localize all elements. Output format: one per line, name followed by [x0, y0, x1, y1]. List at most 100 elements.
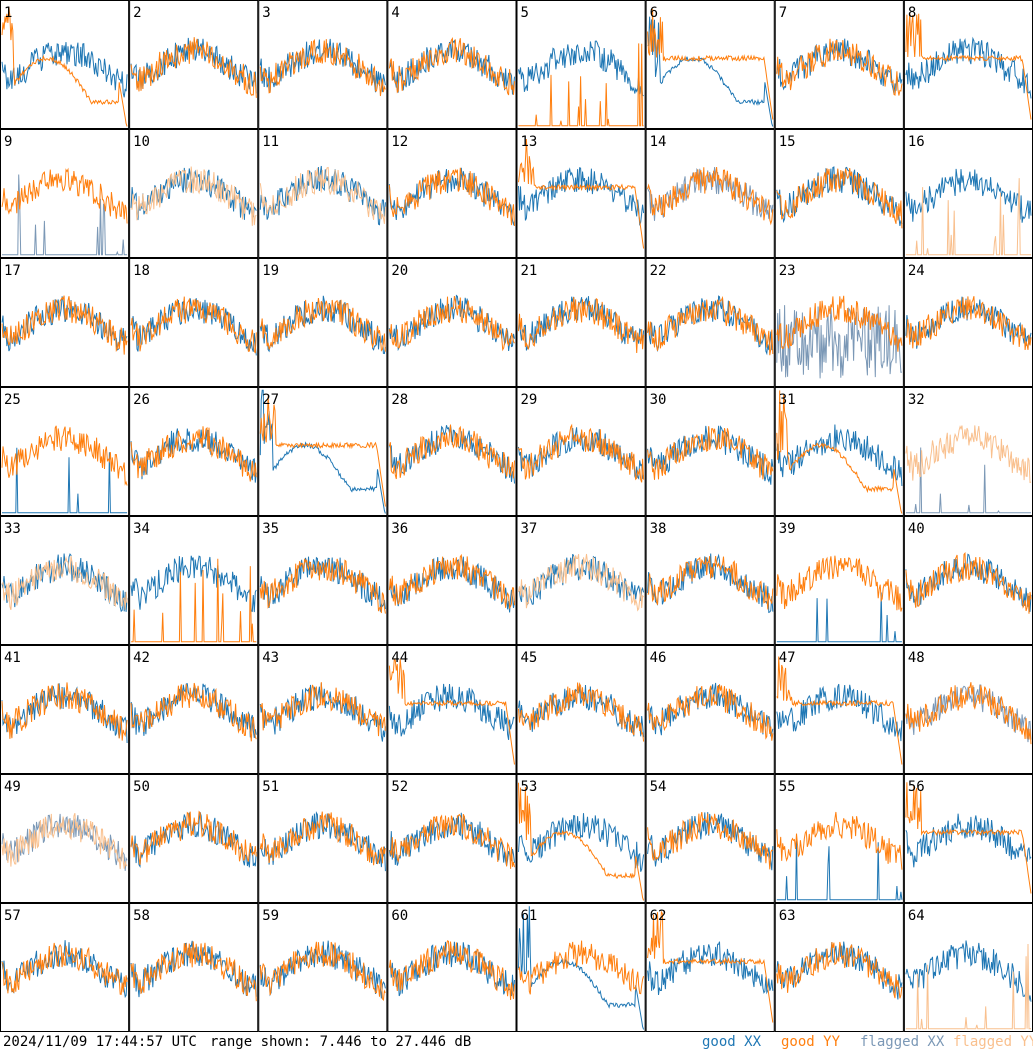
series-yy	[905, 13, 1032, 120]
tile-number: 39	[779, 521, 796, 537]
tile-number: 32	[908, 392, 925, 408]
tile-number: 27	[262, 392, 279, 408]
tile-frame	[903, 129, 1033, 258]
tile-number: 50	[133, 779, 150, 795]
tile-19: 19	[258, 258, 388, 387]
tile-1: 1	[0, 0, 130, 129]
legend-good-yy: good YY	[781, 1034, 841, 1050]
tile-44: 44	[387, 645, 517, 774]
series-yy	[388, 37, 515, 96]
tile-frame	[516, 645, 646, 774]
tile-64: 64	[903, 903, 1033, 1032]
tile-63: 63	[774, 903, 904, 1032]
tile-number: 20	[391, 263, 408, 279]
series-yy	[259, 166, 386, 224]
series-xx	[1, 553, 128, 613]
legend-flagged-yy: flagged YY	[953, 1034, 1033, 1050]
tile-number: 41	[4, 650, 21, 666]
series-xx	[388, 425, 515, 484]
series-yy	[518, 940, 645, 995]
tile-53: 53	[516, 774, 646, 903]
tile-frame	[516, 387, 646, 516]
tile-4: 4	[387, 0, 517, 129]
series-yy	[259, 38, 386, 97]
series-yy	[647, 8, 774, 120]
tile-42: 42	[129, 645, 259, 774]
series-xx	[518, 167, 645, 226]
series-yy	[905, 296, 1032, 351]
tile-57: 57	[0, 903, 130, 1032]
tile-6: 6	[645, 0, 775, 129]
tile-14: 14	[645, 129, 775, 258]
tile-25: 25	[0, 387, 130, 516]
tile-number: 19	[262, 263, 279, 279]
series-xx	[776, 683, 903, 742]
footer-bar: 2024/11/09 17:44:57 UTC range shown: 7.4…	[0, 1032, 1033, 1053]
tile-61: 61	[516, 903, 646, 1032]
series-yy	[776, 390, 903, 514]
series-yy	[905, 178, 1031, 256]
series-yy	[518, 423, 645, 483]
tile-number: 10	[133, 134, 150, 150]
tile-frame	[258, 903, 388, 1032]
tile-number: 22	[650, 263, 667, 279]
series-yy	[518, 782, 645, 901]
series-yy	[1, 813, 128, 870]
tile-number: 31	[779, 392, 796, 408]
series-xx	[905, 296, 1032, 349]
series-yy	[1, 425, 128, 486]
series-xx	[647, 941, 774, 996]
tile-29: 29	[516, 387, 646, 516]
tile-30: 30	[645, 387, 775, 516]
series-yy	[776, 38, 903, 96]
tile-number: 51	[262, 779, 279, 795]
series-yy	[1, 167, 128, 224]
tile-number: 60	[391, 908, 408, 924]
tile-number: 7	[779, 5, 787, 21]
tile-13: 13	[516, 129, 646, 258]
series-yy	[647, 684, 774, 741]
tile-31: 31	[774, 387, 904, 516]
series-xx	[518, 40, 644, 97]
tile-number: 28	[391, 392, 408, 408]
tile-number: 23	[779, 263, 796, 279]
series-yy	[259, 682, 386, 737]
tile-26: 26	[129, 387, 259, 516]
series-xx	[389, 39, 515, 95]
series-xx	[905, 553, 1032, 612]
tile-number: 17	[4, 263, 21, 279]
tile-number: 15	[779, 134, 796, 150]
series-yy	[259, 396, 386, 507]
series-yy	[776, 167, 903, 229]
tile-number: 26	[133, 392, 150, 408]
tile-frame	[0, 387, 130, 516]
series-yy	[1, 942, 128, 995]
tile-41: 41	[0, 645, 130, 774]
tile-7: 7	[774, 0, 904, 129]
tile-number: 61	[521, 908, 538, 924]
tile-frame	[903, 258, 1033, 387]
tile-number: 24	[908, 263, 925, 279]
series-xx	[905, 813, 1032, 868]
tile-number: 8	[908, 5, 916, 21]
series-xx	[2, 447, 128, 514]
series-xx	[2, 174, 128, 256]
tile-20: 20	[387, 258, 517, 387]
tile-frame	[774, 903, 904, 1032]
tile-28: 28	[387, 387, 517, 516]
series-yy	[388, 167, 515, 227]
tile-54: 54	[645, 774, 775, 903]
series-yy	[647, 556, 774, 610]
tile-number: 55	[779, 779, 796, 795]
series-yy	[388, 296, 515, 352]
tile-56: 56	[903, 774, 1033, 903]
series-xx	[647, 16, 774, 127]
tile-frame	[0, 774, 130, 903]
tile-number: 35	[262, 521, 279, 537]
tile-60: 60	[387, 903, 517, 1032]
tile-50: 50	[129, 774, 259, 903]
series-yy	[776, 555, 903, 612]
tile-number: 54	[650, 779, 667, 795]
tile-number: 58	[133, 908, 150, 924]
tile-number: 37	[521, 521, 538, 537]
